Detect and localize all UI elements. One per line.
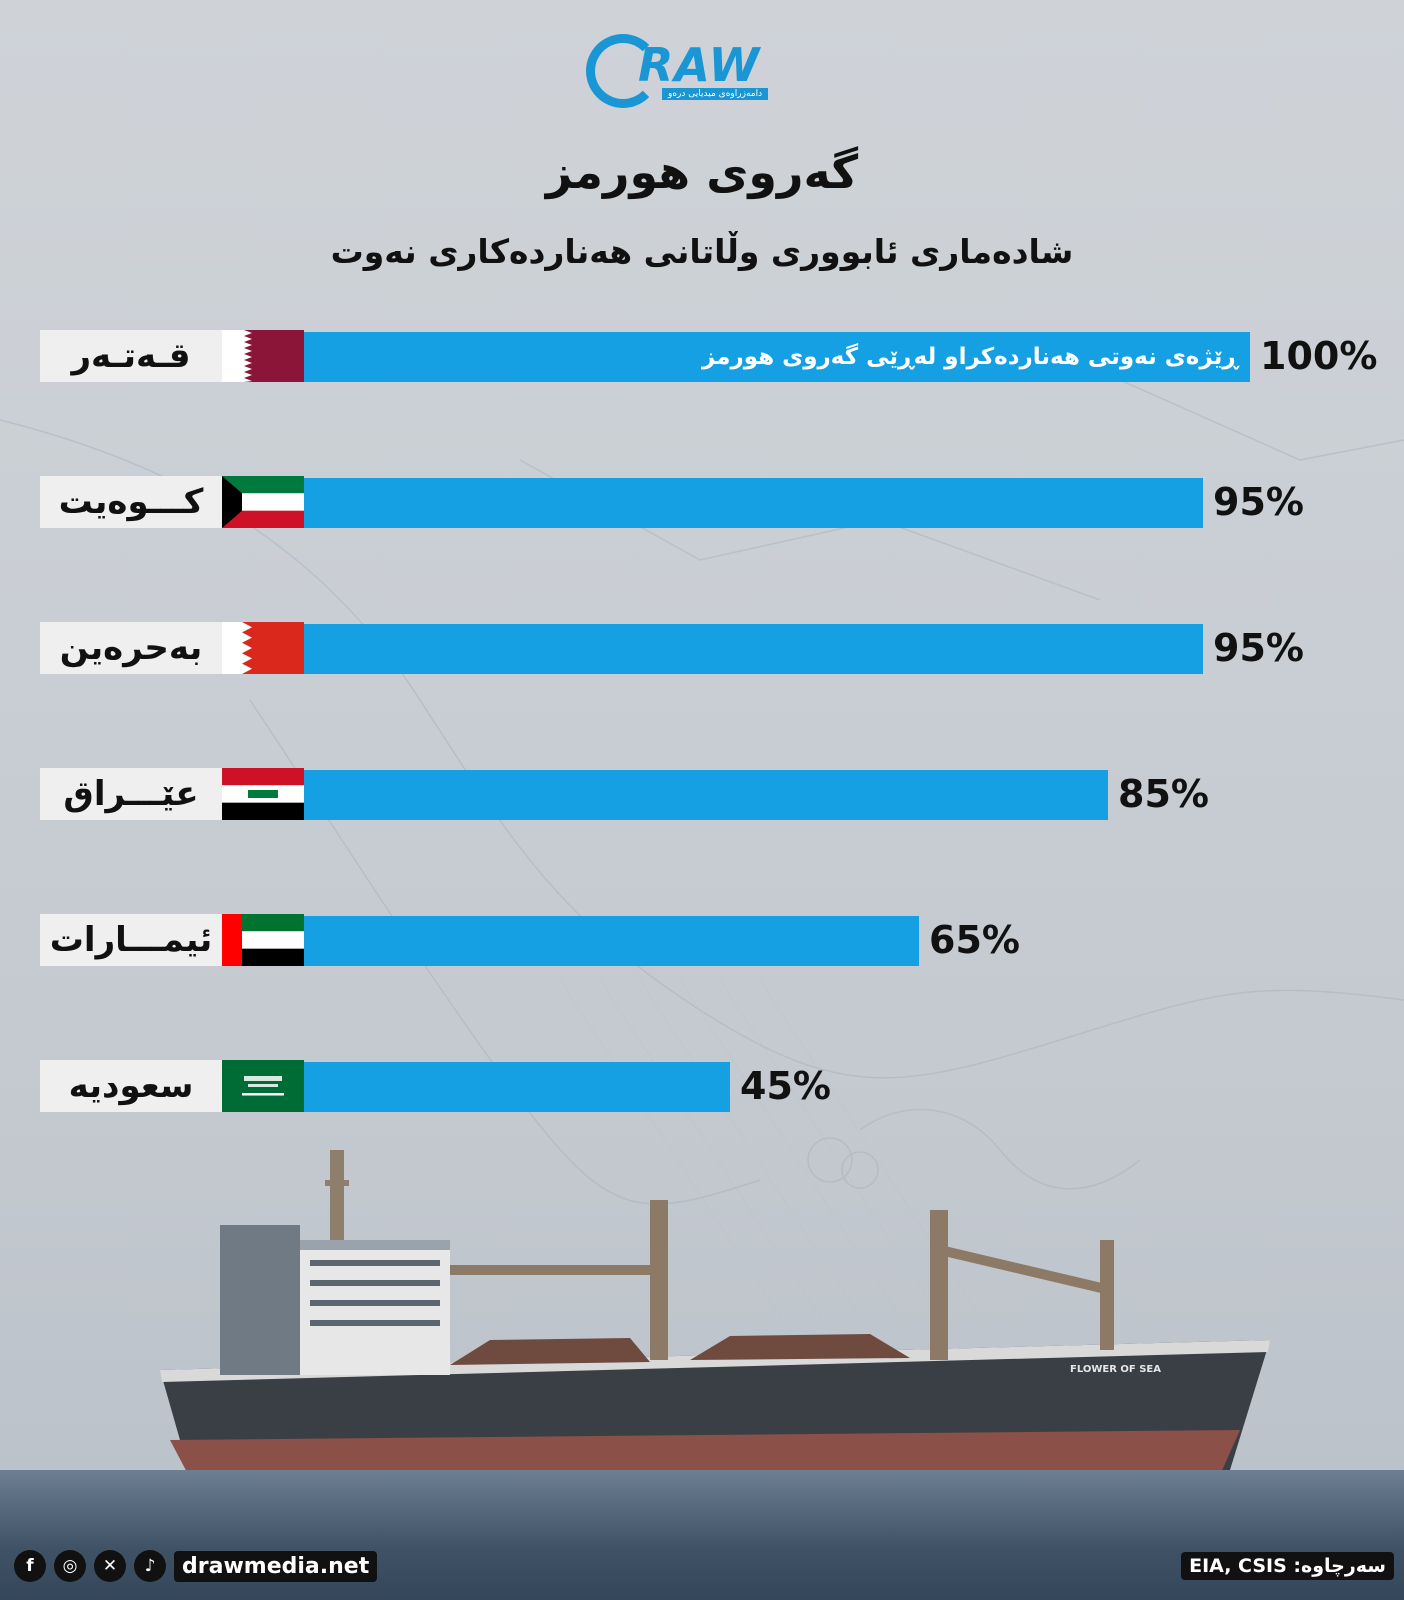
footer-social: f ◎ ✕ ♪ drawmedia.net: [14, 1548, 378, 1584]
facebook-icon[interactable]: f: [14, 1550, 46, 1582]
bar: ڕێژەی نەوتی هەناردەکراو لەڕێی گەروی هورم…: [304, 332, 1250, 382]
country-label: قـەتـەر: [40, 330, 222, 382]
bar-note: ڕێژەی نەوتی هەناردەکراو لەڕێی گەروی هورم…: [702, 344, 1238, 370]
svg-text:FLOWER OF SEA: FLOWER OF SEA: [1070, 1364, 1161, 1375]
cargo-ship-image: FLOWER OF SEA: [160, 1150, 1270, 1478]
value-label: 95%: [1213, 480, 1304, 524]
instagram-icon[interactable]: ◎: [54, 1550, 86, 1582]
logo-ring-icon: [586, 34, 660, 108]
kuwait-flag: [222, 476, 304, 528]
x-icon[interactable]: ✕: [94, 1550, 126, 1582]
saudi-flag: [222, 1060, 304, 1112]
value-label: 100%: [1260, 334, 1378, 378]
chart-subtitle: شادەماری ئابووری وڵاتانی هەناردەکاری نەو…: [330, 232, 1074, 271]
logo-tagline: دامەزراوەی میدیایی درەو: [662, 88, 769, 100]
country-label: عێـــراق: [40, 768, 222, 820]
value-label: 85%: [1118, 772, 1209, 816]
country-label: ئیمـــارات: [40, 914, 222, 966]
country-label: سعودیە: [40, 1060, 222, 1112]
logo-text: RAW: [638, 38, 761, 92]
country-label: کـــوەیت: [40, 476, 222, 528]
chart-title: گەروی هورمز: [545, 145, 859, 199]
country-label: بەحرەین: [40, 622, 222, 674]
tiktok-icon[interactable]: ♪: [134, 1550, 166, 1582]
site-link[interactable]: drawmedia.net: [174, 1550, 378, 1582]
value-label: 95%: [1213, 626, 1304, 670]
bar: [304, 1062, 730, 1112]
bar: [304, 916, 919, 966]
iraq-flag: [222, 768, 304, 820]
uae-flag: [222, 914, 304, 966]
bar: [304, 624, 1203, 674]
bar: [304, 770, 1108, 820]
source-note: سەرچاوە: EIA, CSIS: [1181, 1552, 1394, 1580]
bar: [304, 478, 1203, 528]
value-label: 65%: [929, 918, 1020, 962]
draw-logo: RAW دامەزراوەی میدیایی درەو: [586, 30, 816, 120]
bahrain-flag: [222, 622, 304, 674]
value-label: 45%: [740, 1064, 831, 1108]
qatar-flag: [222, 330, 304, 382]
